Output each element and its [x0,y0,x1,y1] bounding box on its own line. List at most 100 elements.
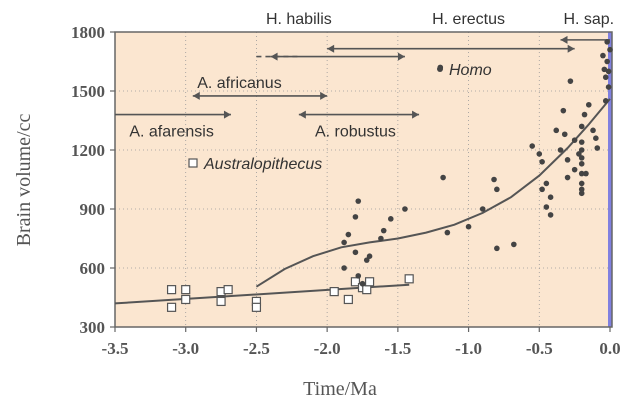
homo-point [600,52,606,59]
species-range-label: H. habilis [266,11,332,28]
species-ranges: H. habilis H. erectus H. sap. A. africanus A… [115,11,614,141]
homo-point [585,101,592,108]
y-tick-label: 600 [80,259,106,278]
homo-point [366,253,373,259]
range-arrow-head [270,52,278,61]
x-tick-label: -2.5 [243,339,270,358]
trend-line [255,98,611,288]
homo-point [363,257,370,263]
x-tick-label: -2.0 [314,339,341,358]
australopithecus-point [181,285,191,295]
homo-point [536,151,543,157]
homo-point [601,66,608,73]
homo-point [355,273,362,279]
homo-point [578,155,585,161]
range-arrow-head [567,44,575,53]
australopithecus-point [404,274,414,284]
australopithecus-point [251,302,262,312]
range-arrow-head [412,110,420,119]
homo-point [547,194,554,200]
homo-point [604,58,610,65]
y-tick-label: 300 [80,318,106,337]
homo-point [543,204,550,210]
plot-frame [114,31,613,328]
homo-point [581,111,588,118]
homo-point [547,212,554,218]
range-arrow-head [397,52,405,61]
homo-point [602,74,609,81]
species-range-label: A. afarensis [129,124,213,141]
homo-point [564,174,571,181]
homo-point [491,176,497,183]
range-arrow-head [327,44,335,53]
x-tick-label: 0.0 [599,339,620,358]
x-tick-label: -1.5 [384,339,411,358]
homo-point [578,170,585,177]
homo-point [564,157,571,163]
homo-point [380,227,387,234]
homo-point [593,135,599,141]
axis-ticks: -3.5 -3.0 -2.5 -2.0 -1.5 -1.0 -0.5 0.0 300 600 900… [71,23,621,358]
homo-point [571,137,578,143]
homo-point [607,46,613,53]
homo-point [355,198,362,204]
australopithecus-point [350,277,361,287]
australopithecus-point [166,285,177,295]
homo-point [605,84,612,90]
legend-australopithecus-label: Australopithecus [203,156,322,173]
homo-point [352,249,359,256]
homo-point [543,180,550,187]
homo-point [494,245,500,252]
species-range-label: A. africanus [197,75,281,92]
homo-point [539,186,545,193]
homo-point [560,107,567,114]
homo-point [341,265,347,271]
legend-homo-marker [437,66,443,72]
homo-point [604,39,610,45]
data-points [166,39,613,312]
range-arrow-head [192,91,200,100]
australopithecus-point [166,302,177,312]
homo-point [557,147,564,153]
species-range-label: H. erectus [432,11,505,28]
range-arrow-head [223,110,231,119]
y-axis-title: Brain volume/cc [13,114,35,247]
homo-point [345,231,352,238]
species-range-label: H. sap. [563,11,614,28]
homo-point [578,139,585,145]
homo-point [578,160,585,167]
legend: Homo Australopithecus [188,62,492,173]
homo-point [567,78,574,84]
y-tick-label: 900 [80,200,106,219]
plot-background [115,32,612,327]
homo-point [583,170,589,177]
australopithecus-point [362,285,372,295]
homo-point [465,223,472,230]
homo-point [440,174,446,181]
homo-point [605,68,612,75]
homo-point [553,127,560,134]
y-tick-label: 1500 [71,82,105,101]
homo-point [444,229,451,236]
homo-point [378,235,384,242]
range-arrow-head [560,35,568,44]
legend-homo-label: Homo [449,62,492,79]
homo-point [578,123,585,130]
australopithecus-point [329,287,339,297]
range-arrow-head [320,91,328,100]
x-tick-label: -1.0 [455,339,482,358]
homo-point [352,214,359,220]
x-axis-title: Time/Ma [303,378,377,400]
australopithecus-point [216,296,226,307]
x-tick-label: -3.0 [172,339,199,358]
homo-point [359,280,366,287]
homo-point [578,190,585,197]
legend-australopithecus-marker [188,158,198,168]
homo-point [387,216,394,222]
homo-point [479,206,486,212]
homo-point [402,206,408,212]
homo-point [539,159,545,165]
homo-point [571,166,578,173]
homo-point [578,147,585,153]
homo-point [590,127,596,134]
